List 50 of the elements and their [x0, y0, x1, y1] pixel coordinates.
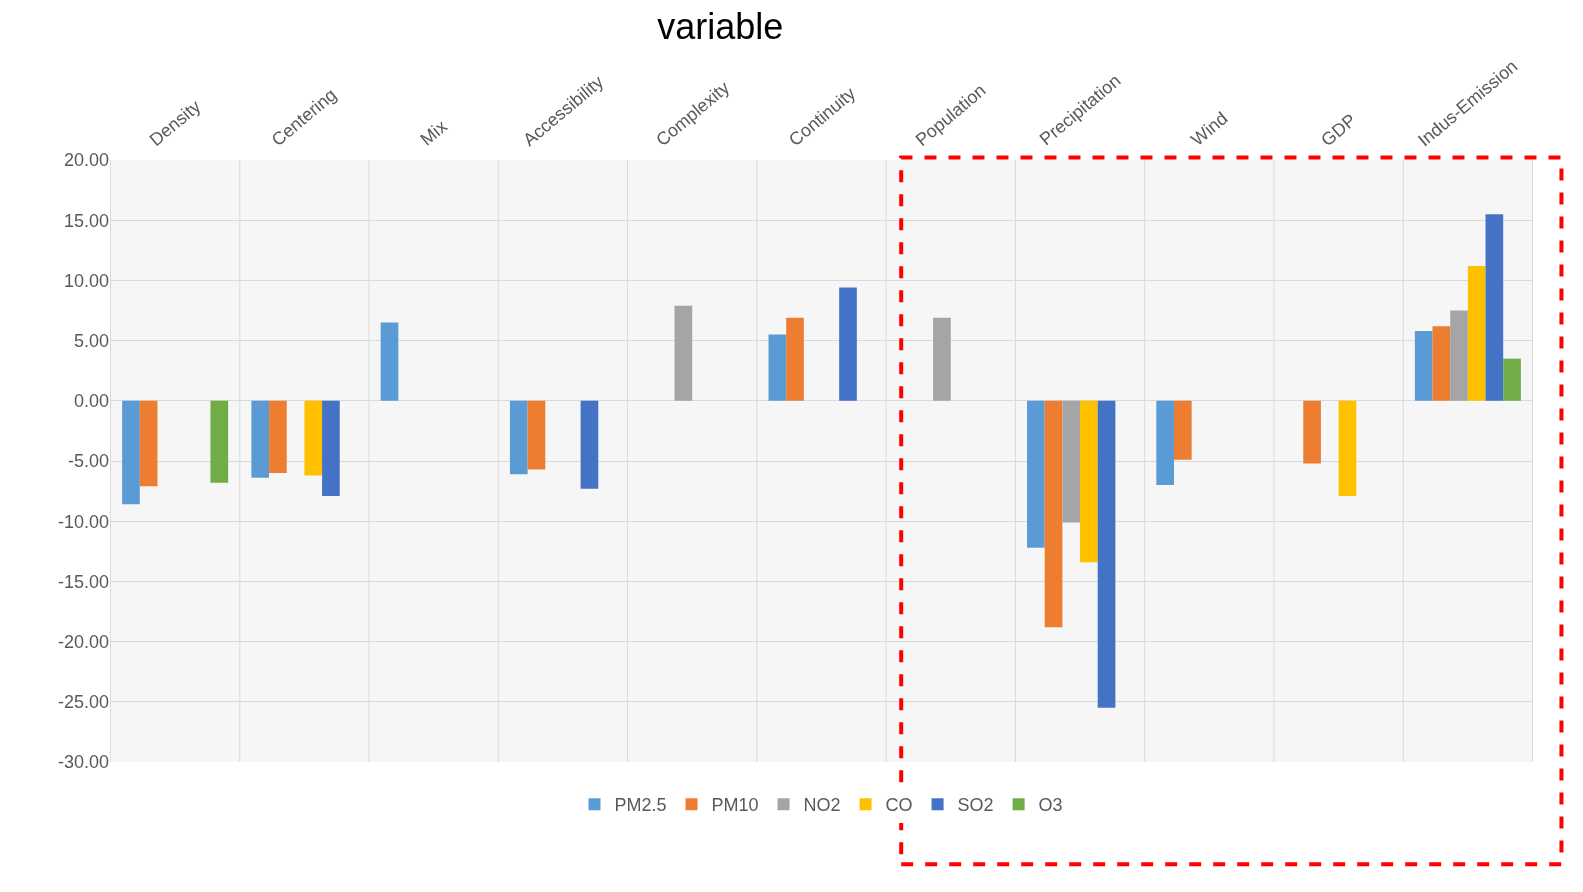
bar	[1338, 400, 1357, 496]
chart-title: variable	[657, 5, 784, 47]
legend-label: PM10	[711, 795, 759, 816]
y-tick-label: -15.00	[57, 571, 109, 592]
y-tick-label: -5.00	[67, 451, 109, 472]
bar	[1467, 265, 1486, 401]
legend-label: NO2	[803, 795, 841, 816]
y-tick-label: -25.00	[57, 692, 109, 713]
legend-label: O3	[1038, 795, 1063, 816]
bar	[1173, 400, 1192, 460]
bar	[122, 400, 140, 505]
y-tick-label: 20.00	[63, 150, 109, 171]
bar	[322, 400, 340, 496]
bar	[1044, 400, 1063, 628]
bar	[269, 400, 287, 474]
y-tick-label: -30.00	[57, 752, 109, 773]
bar	[1097, 400, 1116, 708]
bar	[674, 305, 693, 401]
bar	[304, 400, 323, 476]
bar	[1062, 400, 1081, 523]
bar	[527, 400, 546, 470]
bar	[768, 334, 787, 401]
bar	[1503, 358, 1521, 401]
bar	[139, 400, 158, 487]
bar	[380, 322, 399, 401]
y-tick-label: 0.00	[73, 391, 109, 412]
bar	[1450, 310, 1468, 401]
bar	[1080, 400, 1098, 563]
bar	[580, 400, 599, 489]
y-tick-label: 15.00	[63, 210, 109, 231]
bar	[251, 400, 270, 478]
bar	[1485, 214, 1504, 401]
bar	[786, 317, 804, 401]
bar	[1303, 400, 1321, 464]
y-tick-label: -10.00	[57, 511, 109, 532]
bar	[1432, 326, 1451, 401]
legend-label: CO	[885, 795, 913, 816]
bar	[839, 287, 857, 401]
x-tick-label: Mix	[416, 116, 451, 150]
legend-label: PM2.5	[614, 795, 667, 816]
bar	[1414, 330, 1433, 401]
bar	[1156, 400, 1174, 486]
bar	[210, 400, 229, 483]
legend-label: SO2	[957, 795, 994, 816]
y-tick-label: 5.00	[73, 330, 109, 351]
y-tick-label: -20.00	[57, 631, 109, 652]
bar	[1027, 400, 1045, 548]
bar	[933, 317, 951, 401]
y-tick-label: 10.00	[63, 270, 109, 291]
bar	[509, 400, 528, 475]
